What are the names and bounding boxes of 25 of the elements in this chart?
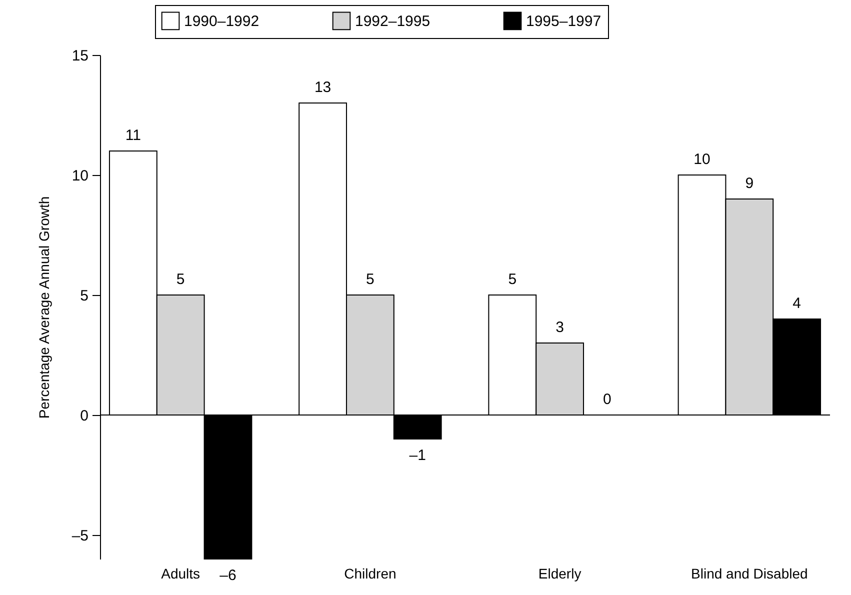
x-tick-label: Children [344,566,396,582]
legend-label: 1992–1995 [355,12,430,30]
x-tick-label: Blind and Disabled [691,566,808,582]
data-label: 9 [745,175,754,192]
data-label: 11 [125,127,141,144]
data-label: 5 [508,271,517,288]
y-tick-label: –5 [72,528,88,544]
y-tick-label: 5 [80,288,88,304]
data-label: 4 [792,295,801,312]
y-tick-label: 10 [72,168,88,184]
legend-label: 1990–1992 [184,12,260,30]
data-label: –6 [220,567,236,584]
x-tick-label: Adults [161,566,200,582]
data-label: 5 [366,271,374,288]
data-label: 5 [176,271,185,288]
y-axis-title: Percentage Average Annual Growth [36,196,52,419]
data-label: –1 [409,447,426,464]
y-tick-label: 0 [80,408,88,424]
data-label: 3 [556,319,564,336]
y-tick-label: 15 [72,48,88,64]
legend-label: 1995–1997 [526,12,602,30]
data-label: 10 [694,151,710,168]
data-label: 13 [314,79,332,96]
data-label: 0 [603,391,612,408]
x-tick-label: Elderly [538,566,582,582]
